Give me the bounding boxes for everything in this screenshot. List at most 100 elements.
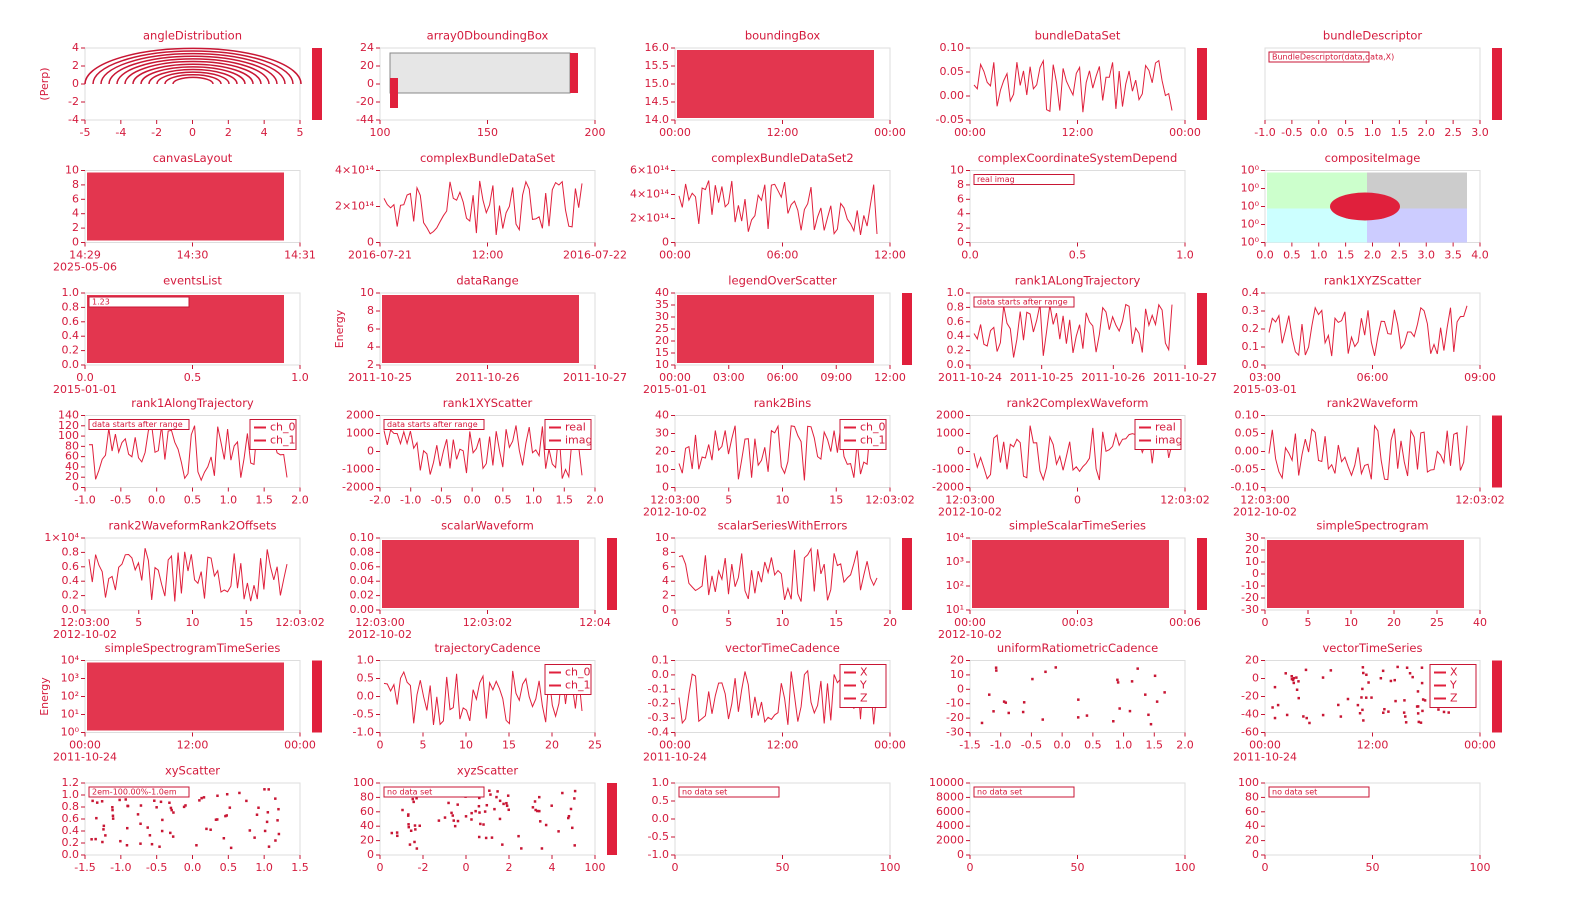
dot (1290, 674, 1293, 678)
dot (136, 813, 140, 816)
dot (447, 801, 450, 805)
x-tick-label: 12:00 (1357, 739, 1389, 752)
x-note: 2011-10-24 (1233, 751, 1297, 764)
x-tick-label: 1.0 (255, 861, 273, 874)
panel-title: boundingBox (745, 29, 821, 43)
dot (488, 789, 491, 792)
x-tick-label: 5 (420, 739, 427, 752)
x-tick-label: 0.0 (463, 494, 481, 507)
x-tick-label: -1.5 (959, 739, 980, 752)
dot (501, 843, 504, 846)
y-tick-label: -1.0 (648, 848, 669, 861)
y-tick-label: 100 (1238, 776, 1259, 789)
dot (1416, 712, 1420, 715)
panel-title: legendOverScatter (728, 274, 837, 288)
dot (1419, 721, 1423, 724)
dot (111, 806, 114, 809)
y-axis-label: Energy (38, 677, 51, 716)
x-tick-label: 00:00 (954, 126, 986, 139)
dot (477, 835, 481, 839)
trace (88, 424, 288, 482)
y-tick-label: 6 (72, 192, 79, 205)
dot (1367, 681, 1370, 684)
y-tick-label: 30 (655, 310, 669, 323)
x-tick-label: 20 (883, 616, 897, 629)
y-tick-label: 2×10¹⁴ (335, 200, 375, 213)
dot (1002, 700, 1006, 703)
x-tick-label: 1.0 (1310, 249, 1328, 262)
arc (148, 68, 238, 85)
dot (253, 836, 256, 839)
x-tick-label: 1.0 (1115, 739, 1133, 752)
x-tick-label: 12:04 (579, 616, 611, 629)
legend-label: ch_0 (270, 421, 296, 434)
x-tick-label: 4.0 (1471, 249, 1489, 262)
x-note: 2012-10-02 (643, 506, 707, 519)
panel-title: simpleSpectrogram (1316, 519, 1428, 533)
colorbar (1492, 415, 1502, 488)
x-tick-label: 12:00 (472, 249, 504, 262)
y-tick-label: 0.4 (947, 329, 965, 342)
y-tick-label: 10⁰ (1241, 164, 1260, 177)
y-tick-label: 0.05 (1235, 427, 1260, 440)
y-tick-label: 1.2 (62, 776, 80, 789)
dot (90, 838, 93, 841)
annotation-box (973, 296, 1075, 308)
panel-title: eventsList (163, 274, 222, 288)
y-tick-label: 20 (65, 470, 79, 483)
x-tick-label: -2 (151, 126, 162, 139)
dot (569, 807, 573, 811)
x-tick-label: 1.5 (291, 861, 309, 874)
annotation-box (88, 296, 190, 308)
panel: boundingBox 00:00 12:00 00:00 16.0 15.5 15.0 14… (645, 29, 906, 140)
y-tick-label: 0.4 (1242, 286, 1260, 299)
dot (1022, 701, 1026, 704)
y-tick-label: 8 (72, 178, 79, 191)
dot (1004, 701, 1008, 704)
dot (561, 791, 564, 795)
x-tick-label: 2 (225, 126, 232, 139)
legend-label: X (860, 666, 868, 679)
x-tick-label: 12:03:00 (945, 494, 994, 507)
x-tick-label: 12:00 (177, 739, 209, 752)
x-tick-label: 2.0 (1176, 739, 1194, 752)
dot (1031, 677, 1034, 681)
y-tick-label: 0.00 (350, 603, 375, 616)
arc (132, 63, 254, 85)
dot (415, 847, 419, 850)
y-tick-label: 40 (655, 409, 669, 422)
dot (200, 796, 203, 800)
dot (102, 828, 105, 831)
dot (1321, 713, 1325, 717)
x-tick-label: 4 (261, 126, 268, 139)
y-tick-label: 0 (367, 445, 374, 458)
dot (1420, 681, 1424, 685)
dot (124, 798, 127, 801)
y-tick-label: 1.0 (652, 776, 670, 789)
box (570, 53, 578, 93)
dot (224, 814, 227, 818)
dot (980, 721, 984, 725)
dot (1021, 710, 1025, 714)
legend-box (249, 419, 297, 450)
y-tick-label: 0 (1252, 567, 1259, 580)
y-tick-label: 0.02 (350, 589, 375, 602)
y-tick-label: 0 (367, 77, 374, 90)
panel-title: compositeImage (1325, 151, 1421, 165)
y-tick-label: 60 (65, 450, 79, 463)
y-tick-label: 8 (662, 545, 669, 558)
x-tick-label: 1.0 (291, 371, 309, 384)
dot (507, 808, 510, 812)
x-tick-label: 12:00 (767, 126, 799, 139)
plot-fill (677, 295, 874, 363)
x-tick-label: 12:03:00 (60, 616, 109, 629)
x-tick-label: 00:00 (1464, 739, 1496, 752)
dot (265, 820, 269, 824)
y-tick-label: 0.6 (947, 315, 965, 328)
dot (100, 800, 104, 803)
x-tick-label: 2.5 (1444, 126, 1462, 139)
dot (994, 666, 998, 669)
dot (216, 794, 219, 798)
